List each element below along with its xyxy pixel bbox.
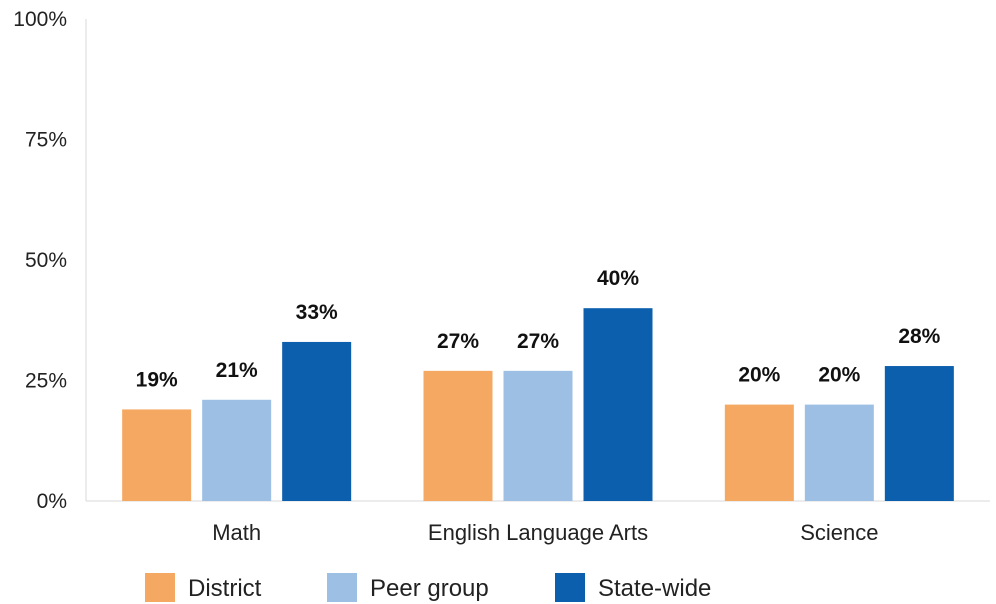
bar-state-wide-science <box>884 366 954 501</box>
legend-swatch <box>327 573 357 602</box>
data-label: 19% <box>136 368 178 391</box>
bar-district-science <box>724 404 794 501</box>
legend: District Peer group State-wide <box>145 573 711 602</box>
x-axis-categories: Math English Language Arts Science <box>212 520 878 545</box>
bar-peer-group-math <box>202 399 272 501</box>
x-tick-label: Math <box>212 520 261 545</box>
bar-peer-group-science <box>804 404 874 501</box>
y-tick-label: 100% <box>13 8 67 31</box>
bar-state-wide-math <box>282 341 352 501</box>
data-label: 28% <box>898 325 940 348</box>
x-tick-label: Science <box>800 520 878 545</box>
y-tick-label: 0% <box>37 490 67 513</box>
data-label: 20% <box>818 364 860 387</box>
y-axis-ticks: 0% 25% 50% 75% 100% <box>13 8 67 513</box>
x-tick-label: English Language Arts <box>428 520 648 545</box>
data-label: 21% <box>216 359 258 382</box>
bars <box>122 308 954 501</box>
bar-state-wide-english-language-arts <box>583 308 653 501</box>
data-label: 33% <box>296 301 338 324</box>
legend-label: Peer group <box>370 575 489 602</box>
data-label: 20% <box>738 364 780 387</box>
bar-peer-group-english-language-arts <box>503 370 573 501</box>
y-tick-label: 50% <box>25 249 67 272</box>
bar-district-math <box>122 409 192 501</box>
y-tick-label: 75% <box>25 129 67 152</box>
data-label: 27% <box>437 330 479 353</box>
data-label: 40% <box>597 267 639 290</box>
data-labels: 19% 21% 33% 27% 27% 40% 20% 20% 28% <box>136 267 941 391</box>
y-tick-label: 25% <box>25 370 67 393</box>
data-label: 27% <box>517 330 559 353</box>
legend-label: District <box>188 575 262 602</box>
bar-district-english-language-arts <box>423 370 493 501</box>
legend-swatch <box>555 573 585 602</box>
legend-swatch <box>145 573 175 602</box>
legend-label: State-wide <box>598 575 711 602</box>
